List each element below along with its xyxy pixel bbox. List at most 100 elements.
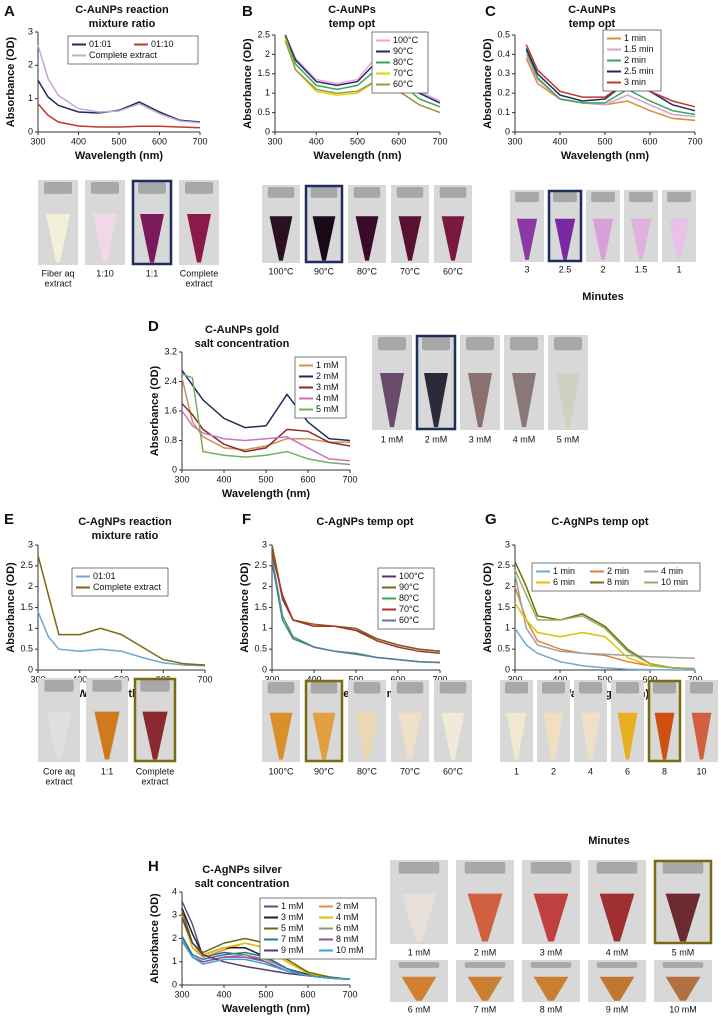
tube-cap [353,682,381,694]
line-series [181,940,351,980]
x-tick-label: 600 [300,474,315,484]
x-tick-label: 300 [30,136,45,146]
panel-letter: C [485,3,496,20]
y-tick-label: 1 [28,623,33,633]
tube-label: 4 [588,766,593,776]
legend-label: 5 mM [316,404,339,414]
line-series [271,561,441,664]
y-tick-label: 0 [262,664,267,674]
tube-body [556,373,580,428]
tube-body [592,218,614,260]
tube-cap [44,680,74,692]
x-tick-label: 400 [309,136,324,146]
tube-body [691,712,712,760]
line-series [271,553,441,655]
line-series [514,602,696,670]
tube-body [467,893,503,942]
legend-label: 6 mM [336,923,359,933]
tube-label: Fiber aq [41,268,74,278]
tube-label: 90°C [314,266,335,276]
tube-label: extract [141,776,169,786]
legend-label: 70°C [393,68,414,78]
tube-label: 1 mM [381,434,404,444]
tube-cap [530,862,572,874]
x-tick-label: 600 [642,674,657,684]
highlight-frame [304,679,344,763]
y-tick-label: 3 [28,26,33,36]
legend-box [67,35,199,65]
tube-label: 4 mM [513,434,536,444]
y-tick-label: 2.5 [497,560,510,570]
tube-cap [515,192,539,203]
x-tick-label: 700 [342,989,357,999]
legend-label: Complete extract [93,582,162,592]
x-tick-label: 700 [342,474,357,484]
line-series [525,48,696,112]
legend-label: 80°C [399,593,420,603]
panel-letter: F [242,511,251,528]
legend-label: 1 mM [316,360,339,370]
y-tick-label: 0 [28,664,33,674]
legend-label: 90°C [399,582,420,592]
line-series [37,555,206,666]
line-series [181,373,351,466]
legend-label: 10 mM [336,945,364,955]
tube-label: 9 mM [606,1004,629,1014]
tube-label: extract [185,278,213,288]
line-series [37,611,206,667]
x-tick-label: 600 [391,136,406,146]
chart-title: C-AuNPs [328,4,376,16]
tube-label: 2 mM [474,947,497,957]
y-tick-label: 0.5 [497,29,510,39]
tube-body [269,216,293,261]
tube-body [506,712,527,760]
y-tick-label: 0.4 [497,49,510,59]
chart-title: temp opt [329,18,376,30]
tube-body [665,976,701,1001]
tube-cap [378,337,406,351]
y-tick-label: 1 [262,623,267,633]
legend-label: 100°C [399,571,425,581]
tube-cap [267,187,295,198]
tube-label: 8 mM [540,1004,563,1014]
tube-cap [398,862,440,874]
legend-label: 4 min [661,566,683,576]
y-tick-label: 2.5 [20,560,33,570]
line-series [181,910,351,980]
y-tick-label: 1 [505,623,510,633]
tube-label: 5 mM [557,434,580,444]
panel-letter: G [485,511,497,528]
tube-label: 1:10 [96,268,114,278]
y-tick-label: 1.5 [254,602,267,612]
tube-cap [439,187,467,198]
tube-cap [396,187,424,198]
chart-title: mixture ratio [92,530,159,542]
tube-cap [44,182,72,194]
y-tick-label: 2.5 [254,560,267,570]
x-tick-label: 400 [552,136,567,146]
legend-label: 1 min [624,33,646,43]
line-series [525,54,696,118]
y-tick-label: 2.4 [164,376,177,386]
tube-body [355,216,379,261]
y-axis-label: Absorbance (OD) [239,562,251,653]
line-series [181,369,351,442]
tube-cap [464,862,506,874]
legend-label: 2 min [624,55,646,65]
tube-label: 3 [524,264,529,274]
tube-label: 6 mM [408,1004,431,1014]
tube-cap [267,682,295,694]
x-tick-label: 600 [642,136,657,146]
legend-label: 6 min [553,577,575,587]
tube-cap [530,962,572,968]
tube-body [668,218,690,260]
tube-cap [353,187,381,198]
legend-label: 4 mM [316,393,339,403]
y-tick-label: 0 [265,126,270,136]
legend-label: 9 mM [281,945,304,955]
x-tick-label: 500 [111,136,126,146]
tube-cap [615,682,640,694]
tube-cap [92,680,122,692]
tube-label: Complete [136,766,175,776]
tube-label: 3 mM [540,947,563,957]
